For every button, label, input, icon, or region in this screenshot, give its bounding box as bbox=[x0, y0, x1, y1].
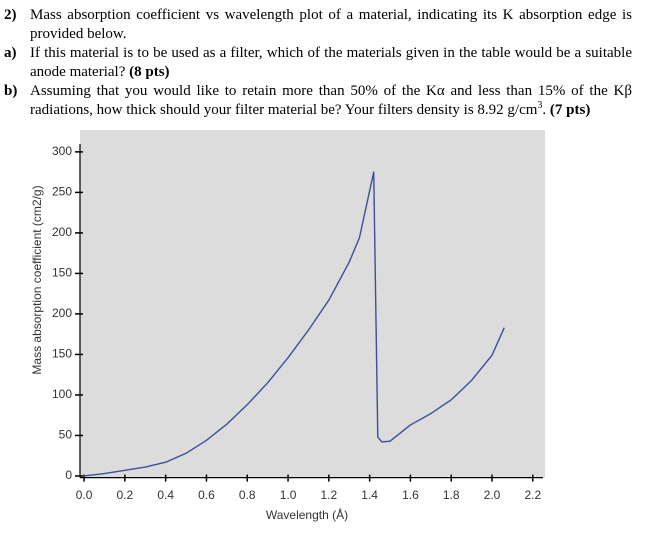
x-tick-label: 1.0 bbox=[280, 488, 297, 502]
y-tick-label: 100 bbox=[52, 387, 72, 401]
y-tick-label: 150 bbox=[52, 347, 72, 361]
y-tick-label: 0 bbox=[65, 468, 72, 482]
y-tick-label: 200 bbox=[52, 306, 72, 320]
y-tick-label: 300 bbox=[52, 144, 72, 158]
x-tick-label: 1.2 bbox=[320, 488, 337, 502]
question-text: 2) Mass absorption coefficient vs wavelen… bbox=[0, 6, 632, 120]
text: . bbox=[542, 102, 547, 118]
points: (7 pts) bbox=[549, 102, 591, 118]
y-tick-label: 50 bbox=[59, 428, 73, 442]
marker: a) bbox=[4, 45, 17, 61]
x-tick-label: 1.4 bbox=[361, 488, 378, 502]
data-line bbox=[83, 171, 505, 477]
marker: b) bbox=[4, 83, 18, 99]
y-tick-label: 250 bbox=[52, 185, 72, 199]
question: 2) Mass absorption coefficient vs wavelen… bbox=[0, 6, 632, 44]
y-tick-label: 200 bbox=[52, 225, 72, 239]
x-tick-label: 0.0 bbox=[76, 488, 93, 502]
x-tick-label: 0.4 bbox=[157, 488, 174, 502]
superscript: 3 bbox=[537, 100, 543, 111]
x-tick-label: 0.2 bbox=[117, 488, 134, 502]
marker: 2) bbox=[4, 7, 17, 23]
question: a) If this material is to be used as a fi… bbox=[0, 44, 632, 82]
points: (8 pts) bbox=[129, 64, 170, 80]
question: b) Assuming that you would like to retain… bbox=[0, 82, 632, 120]
text: If this material is to be used as a filt… bbox=[30, 45, 632, 80]
x-tick-label: 1.6 bbox=[402, 488, 419, 502]
text: Assuming that you would like to retain m… bbox=[30, 83, 632, 118]
x-axis-label: Wavelength (Å) bbox=[266, 507, 348, 522]
x-tick-label: 0.8 bbox=[239, 488, 256, 502]
text: Mass absorption coefficient vs wavelengt… bbox=[30, 7, 632, 42]
x-tick-label: 1.8 bbox=[443, 488, 460, 502]
x-tick-label: 0.6 bbox=[198, 488, 215, 502]
y-axis-label: Mass absorption coefficient (cm2/g) bbox=[30, 185, 44, 374]
x-tick-label: 2.0 bbox=[484, 488, 501, 502]
y-tick-label: 150 bbox=[52, 266, 72, 280]
plot-background bbox=[80, 130, 545, 478]
x-tick-label: 2.2 bbox=[524, 488, 541, 502]
